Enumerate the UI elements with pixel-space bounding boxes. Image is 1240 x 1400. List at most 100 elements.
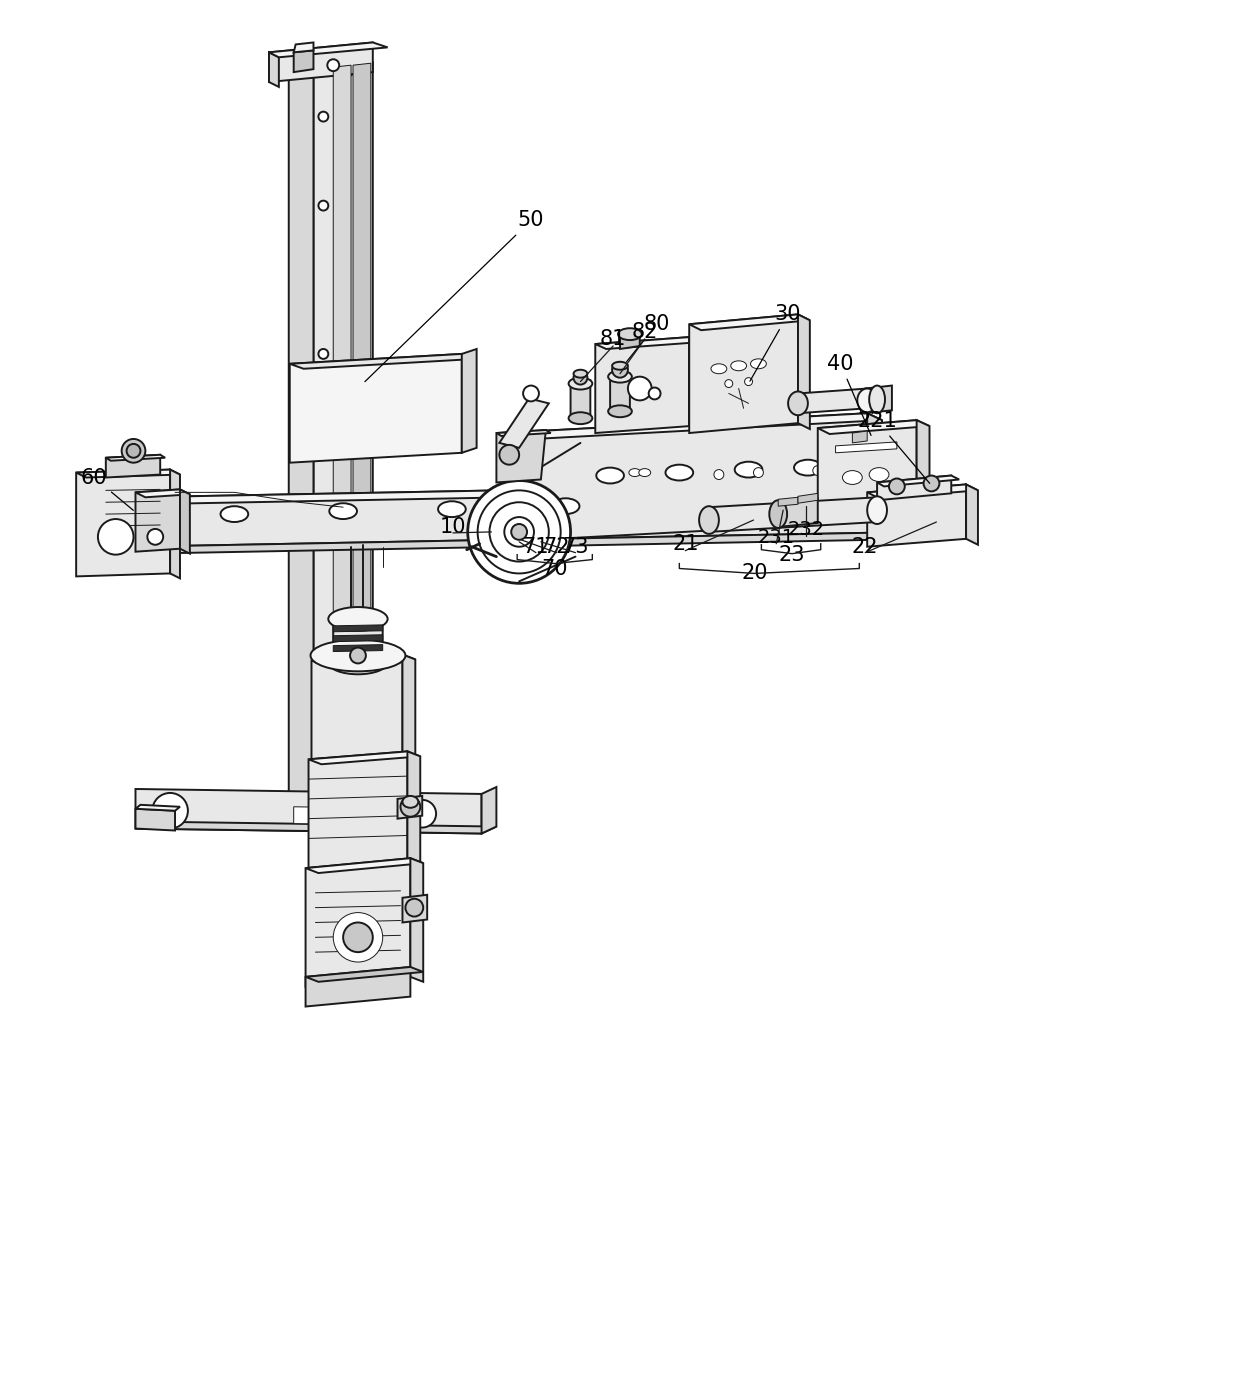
Circle shape [500,445,520,465]
Circle shape [401,797,420,816]
Polygon shape [170,469,180,578]
Text: 60: 60 [81,468,134,511]
Polygon shape [135,490,190,497]
Circle shape [754,468,764,477]
Circle shape [319,112,329,122]
Polygon shape [496,430,546,483]
Polygon shape [269,42,388,57]
Polygon shape [408,752,420,865]
Polygon shape [570,381,590,419]
Polygon shape [595,337,689,433]
Ellipse shape [842,470,862,484]
Text: 232: 232 [787,521,825,539]
Circle shape [408,799,436,827]
Text: 231: 231 [758,528,795,547]
Polygon shape [105,455,165,461]
Text: 221: 221 [857,412,930,483]
Ellipse shape [596,468,624,483]
Ellipse shape [735,462,763,477]
Circle shape [350,648,366,664]
Ellipse shape [329,651,388,675]
Text: 21: 21 [672,533,698,554]
Polygon shape [180,490,190,553]
Ellipse shape [769,500,787,528]
Text: 71: 71 [523,536,549,557]
Polygon shape [398,797,423,819]
Polygon shape [799,389,867,413]
Circle shape [744,378,753,385]
Text: 81: 81 [600,329,626,349]
Text: 10: 10 [440,517,466,538]
Ellipse shape [789,392,808,416]
Polygon shape [290,354,461,462]
Text: 23: 23 [779,545,805,564]
Ellipse shape [569,412,593,424]
Text: 82: 82 [631,322,658,342]
Polygon shape [867,413,882,529]
Ellipse shape [750,358,766,368]
Polygon shape [877,476,951,500]
Polygon shape [305,858,410,987]
Circle shape [467,480,570,584]
Polygon shape [311,655,403,759]
Polygon shape [353,63,371,816]
Text: 20: 20 [742,563,768,584]
Ellipse shape [711,364,727,374]
Polygon shape [305,967,410,1007]
Polygon shape [334,644,383,651]
Polygon shape [836,442,897,452]
Polygon shape [496,430,551,435]
Circle shape [497,507,505,514]
Ellipse shape [552,498,579,514]
Polygon shape [877,476,960,486]
Ellipse shape [699,507,719,533]
Ellipse shape [608,406,632,417]
Text: 73: 73 [562,536,589,557]
Ellipse shape [869,468,889,482]
Polygon shape [135,805,180,811]
Polygon shape [620,332,640,349]
Polygon shape [689,315,810,330]
Polygon shape [135,532,926,553]
Polygon shape [500,399,549,448]
Polygon shape [866,385,892,413]
Circle shape [507,510,515,518]
Ellipse shape [794,459,822,476]
Circle shape [477,490,560,574]
Polygon shape [817,420,930,434]
Ellipse shape [608,371,632,382]
Ellipse shape [613,361,627,370]
Ellipse shape [867,497,887,524]
Polygon shape [689,337,701,431]
Polygon shape [269,52,279,87]
Polygon shape [334,634,383,641]
Polygon shape [135,490,180,552]
Polygon shape [403,895,428,923]
Polygon shape [334,66,351,819]
Circle shape [523,385,539,402]
Polygon shape [689,315,799,433]
Circle shape [126,444,140,458]
Circle shape [98,519,134,554]
Polygon shape [501,413,882,440]
Circle shape [327,59,340,71]
Polygon shape [309,752,420,764]
Polygon shape [867,484,978,498]
Ellipse shape [857,389,877,412]
Circle shape [319,349,329,358]
Polygon shape [916,420,930,515]
Circle shape [574,371,588,385]
Polygon shape [481,787,496,833]
Polygon shape [709,497,877,532]
Circle shape [714,469,724,479]
Polygon shape [105,455,160,477]
Text: 22: 22 [852,536,878,557]
Polygon shape [867,484,966,547]
Circle shape [924,476,940,491]
Polygon shape [76,469,180,477]
Polygon shape [135,822,496,833]
Circle shape [334,913,383,962]
Ellipse shape [221,507,248,522]
Ellipse shape [574,370,588,378]
Polygon shape [817,420,916,517]
